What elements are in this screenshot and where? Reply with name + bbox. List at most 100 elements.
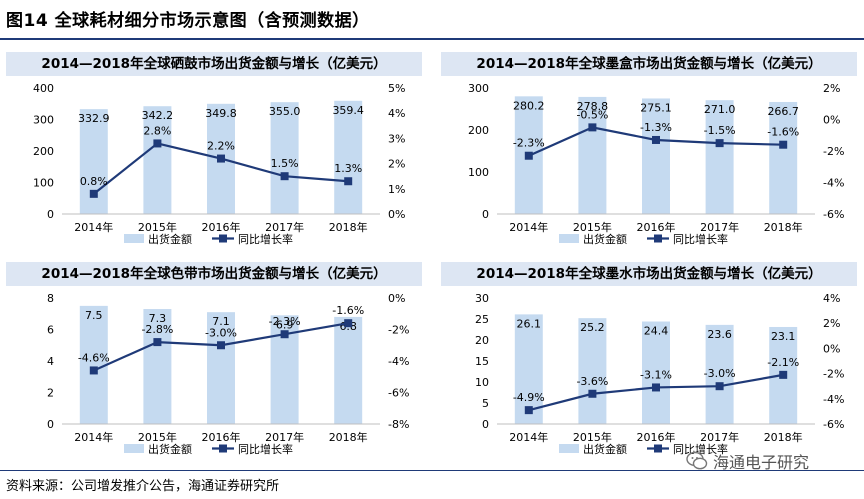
legend-bar-label: 出货金额 (148, 442, 192, 456)
growth-value-label: -0.5% (576, 108, 608, 121)
x-tick-label: 2016年 (202, 430, 241, 444)
bar-value-label: 275.1 (640, 101, 672, 114)
growth-value-label: -2.3% (513, 137, 545, 150)
figure-title: 图14 全球耗材细分市场示意图（含预测数据） (6, 11, 370, 31)
chart-panel-ink-cartridge: 2014—2018年全球墨盒市场出货金额与增长（亿美元） 0 100 200 300 -… (441, 52, 857, 252)
bar-value-label: 25.2 (580, 321, 605, 334)
legend-bar-label: 出货金额 (148, 232, 192, 246)
growth-value-label: -2.1% (767, 356, 799, 369)
y-tick-label: 8 (47, 292, 54, 305)
chart-svg: 0 100 200 300 400 0% 1% 2% 3% 4% 5% 332.9 342.2 349.8… (33, 82, 405, 246)
growth-value-label: 0.8% (80, 175, 108, 188)
y2-tick-label: 4% (823, 292, 840, 305)
growth-point (715, 382, 724, 391)
growth-value-label: -1.5% (704, 124, 736, 137)
bar (642, 98, 670, 214)
legend-bar-swatch (559, 444, 579, 453)
growth-point (652, 135, 660, 144)
growth-point (153, 139, 162, 148)
bar (334, 316, 363, 424)
x-tick-label: 2016年 (202, 220, 241, 234)
y2-tick-label: -4% (823, 393, 844, 406)
bar (143, 309, 172, 424)
chart-svg: 0 100 200 300 -6% -4% -2% 0% 2% 280.2 278.8 275.1 27… (468, 82, 844, 246)
growth-point (779, 140, 788, 149)
legend-bar-swatch (124, 444, 144, 453)
y-tick-label: 300 (33, 114, 54, 127)
chart-title: 2014—2018年全球墨盒市场出货金额与增长（亿美元） (441, 52, 857, 76)
x-tick-label: 2014年 (509, 220, 548, 234)
growth-point (344, 319, 353, 328)
bar (578, 96, 607, 214)
x-tick-label: 2014年 (74, 220, 113, 234)
x-tick-label: 2017年 (700, 430, 739, 444)
bar-value-label: 7.1 (212, 315, 230, 328)
chart-panel-toner: 2014—2018年全球硒鼓市场出货金额与增长（亿美元） 0 100 200 300 4… (6, 52, 422, 252)
y2-tick-label: 0% (823, 342, 840, 355)
bar-value-label: 280.2 (513, 99, 545, 112)
y2-tick-label: 0% (388, 208, 405, 221)
x-tick-label: 2018年 (764, 220, 803, 234)
chart-svg: 0 5 10 15 20 25 30 -6% -4% -2% 0% 2% 4% 26.1 25.2 24.4 2… (475, 292, 844, 456)
growth-value-label: 1.3% (334, 162, 362, 175)
legend-bar-label: 出货金额 (583, 232, 627, 246)
growth-point (217, 154, 225, 163)
y-tick-label: 2 (47, 387, 54, 400)
chart-panel-ink: 2014—2018年全球墨水市场出货金额与增长（亿美元） 0 5 10 15 20 25 3… (441, 262, 857, 462)
y2-tick-label: 2% (823, 82, 840, 95)
bar (642, 321, 670, 424)
bar (769, 101, 798, 214)
bar-value-label: 24.4 (644, 325, 669, 338)
legend-line-marker (654, 444, 662, 453)
bar-value-label: 23.1 (771, 330, 796, 343)
x-tick-label: 2017年 (700, 220, 739, 234)
bar (270, 102, 299, 214)
legend-line-label: 同比增长率 (238, 232, 293, 246)
y-tick-label: 0 (482, 418, 489, 431)
legend-bar-label: 出货金额 (583, 442, 627, 456)
legend-bar-swatch (124, 234, 144, 243)
growth-value-label: -3.0% (704, 367, 736, 380)
bar-value-label: 355.0 (269, 105, 301, 118)
y-tick-label: 0 (47, 208, 54, 221)
x-tick-label: 2015年 (573, 430, 612, 444)
x-tick-label: 2015年 (573, 220, 612, 234)
y-tick-label: 10 (475, 376, 489, 389)
growth-point (280, 172, 289, 181)
bar-value-label: 349.8 (205, 107, 237, 120)
growth-value-label: -4.9% (513, 391, 545, 404)
chart-svg: 02468-8%-6%-4%-2%0%7.57.37.16.96.82014年2… (47, 292, 409, 456)
legend-bar-swatch (559, 234, 579, 243)
growth-value-label: 2.2% (207, 140, 235, 153)
watermark-text: 海通电子研究 (713, 453, 810, 472)
y2-tick-label: 4% (388, 107, 405, 120)
growth-value-label: 2.8% (143, 124, 171, 137)
y-tick-label: 200 (468, 124, 489, 137)
growth-value-label: -3.1% (640, 368, 672, 381)
y2-tick-label: 5% (388, 82, 405, 95)
bar (207, 312, 235, 424)
y2-tick-label: -2% (388, 324, 409, 337)
chart-title: 2014—2018年全球墨水市场出货金额与增长（亿美元） (441, 262, 857, 286)
y-tick-label: 400 (33, 82, 54, 95)
legend-line-label: 同比增长率 (238, 442, 293, 456)
chart-panel-ribbon: 2014—2018年全球色带市场出货金额与增长（亿美元） 0 2 4 6 8 -8% -6%… (6, 262, 422, 462)
y-tick-label: 4 (47, 355, 54, 368)
y2-tick-label: -6% (388, 387, 409, 400)
bottom-rule (0, 470, 864, 471)
bar-value-label: 271.0 (704, 103, 736, 116)
x-tick-label: 2018年 (329, 430, 368, 444)
y-tick-label: 15 (475, 355, 489, 368)
y2-tick-label: -4% (823, 177, 844, 190)
growth-point (715, 139, 724, 148)
x-tick-label: 2018年 (764, 430, 803, 444)
bar (143, 106, 172, 214)
growth-point (588, 123, 597, 132)
bar-value-label: 7.5 (85, 309, 103, 322)
bar-value-label: 342.2 (142, 109, 174, 122)
legend-line-marker (219, 444, 227, 453)
growth-point (153, 338, 162, 347)
wechat-icon (686, 451, 708, 470)
y-tick-label: 6 (47, 324, 54, 337)
x-tick-label: 2014年 (74, 430, 113, 444)
